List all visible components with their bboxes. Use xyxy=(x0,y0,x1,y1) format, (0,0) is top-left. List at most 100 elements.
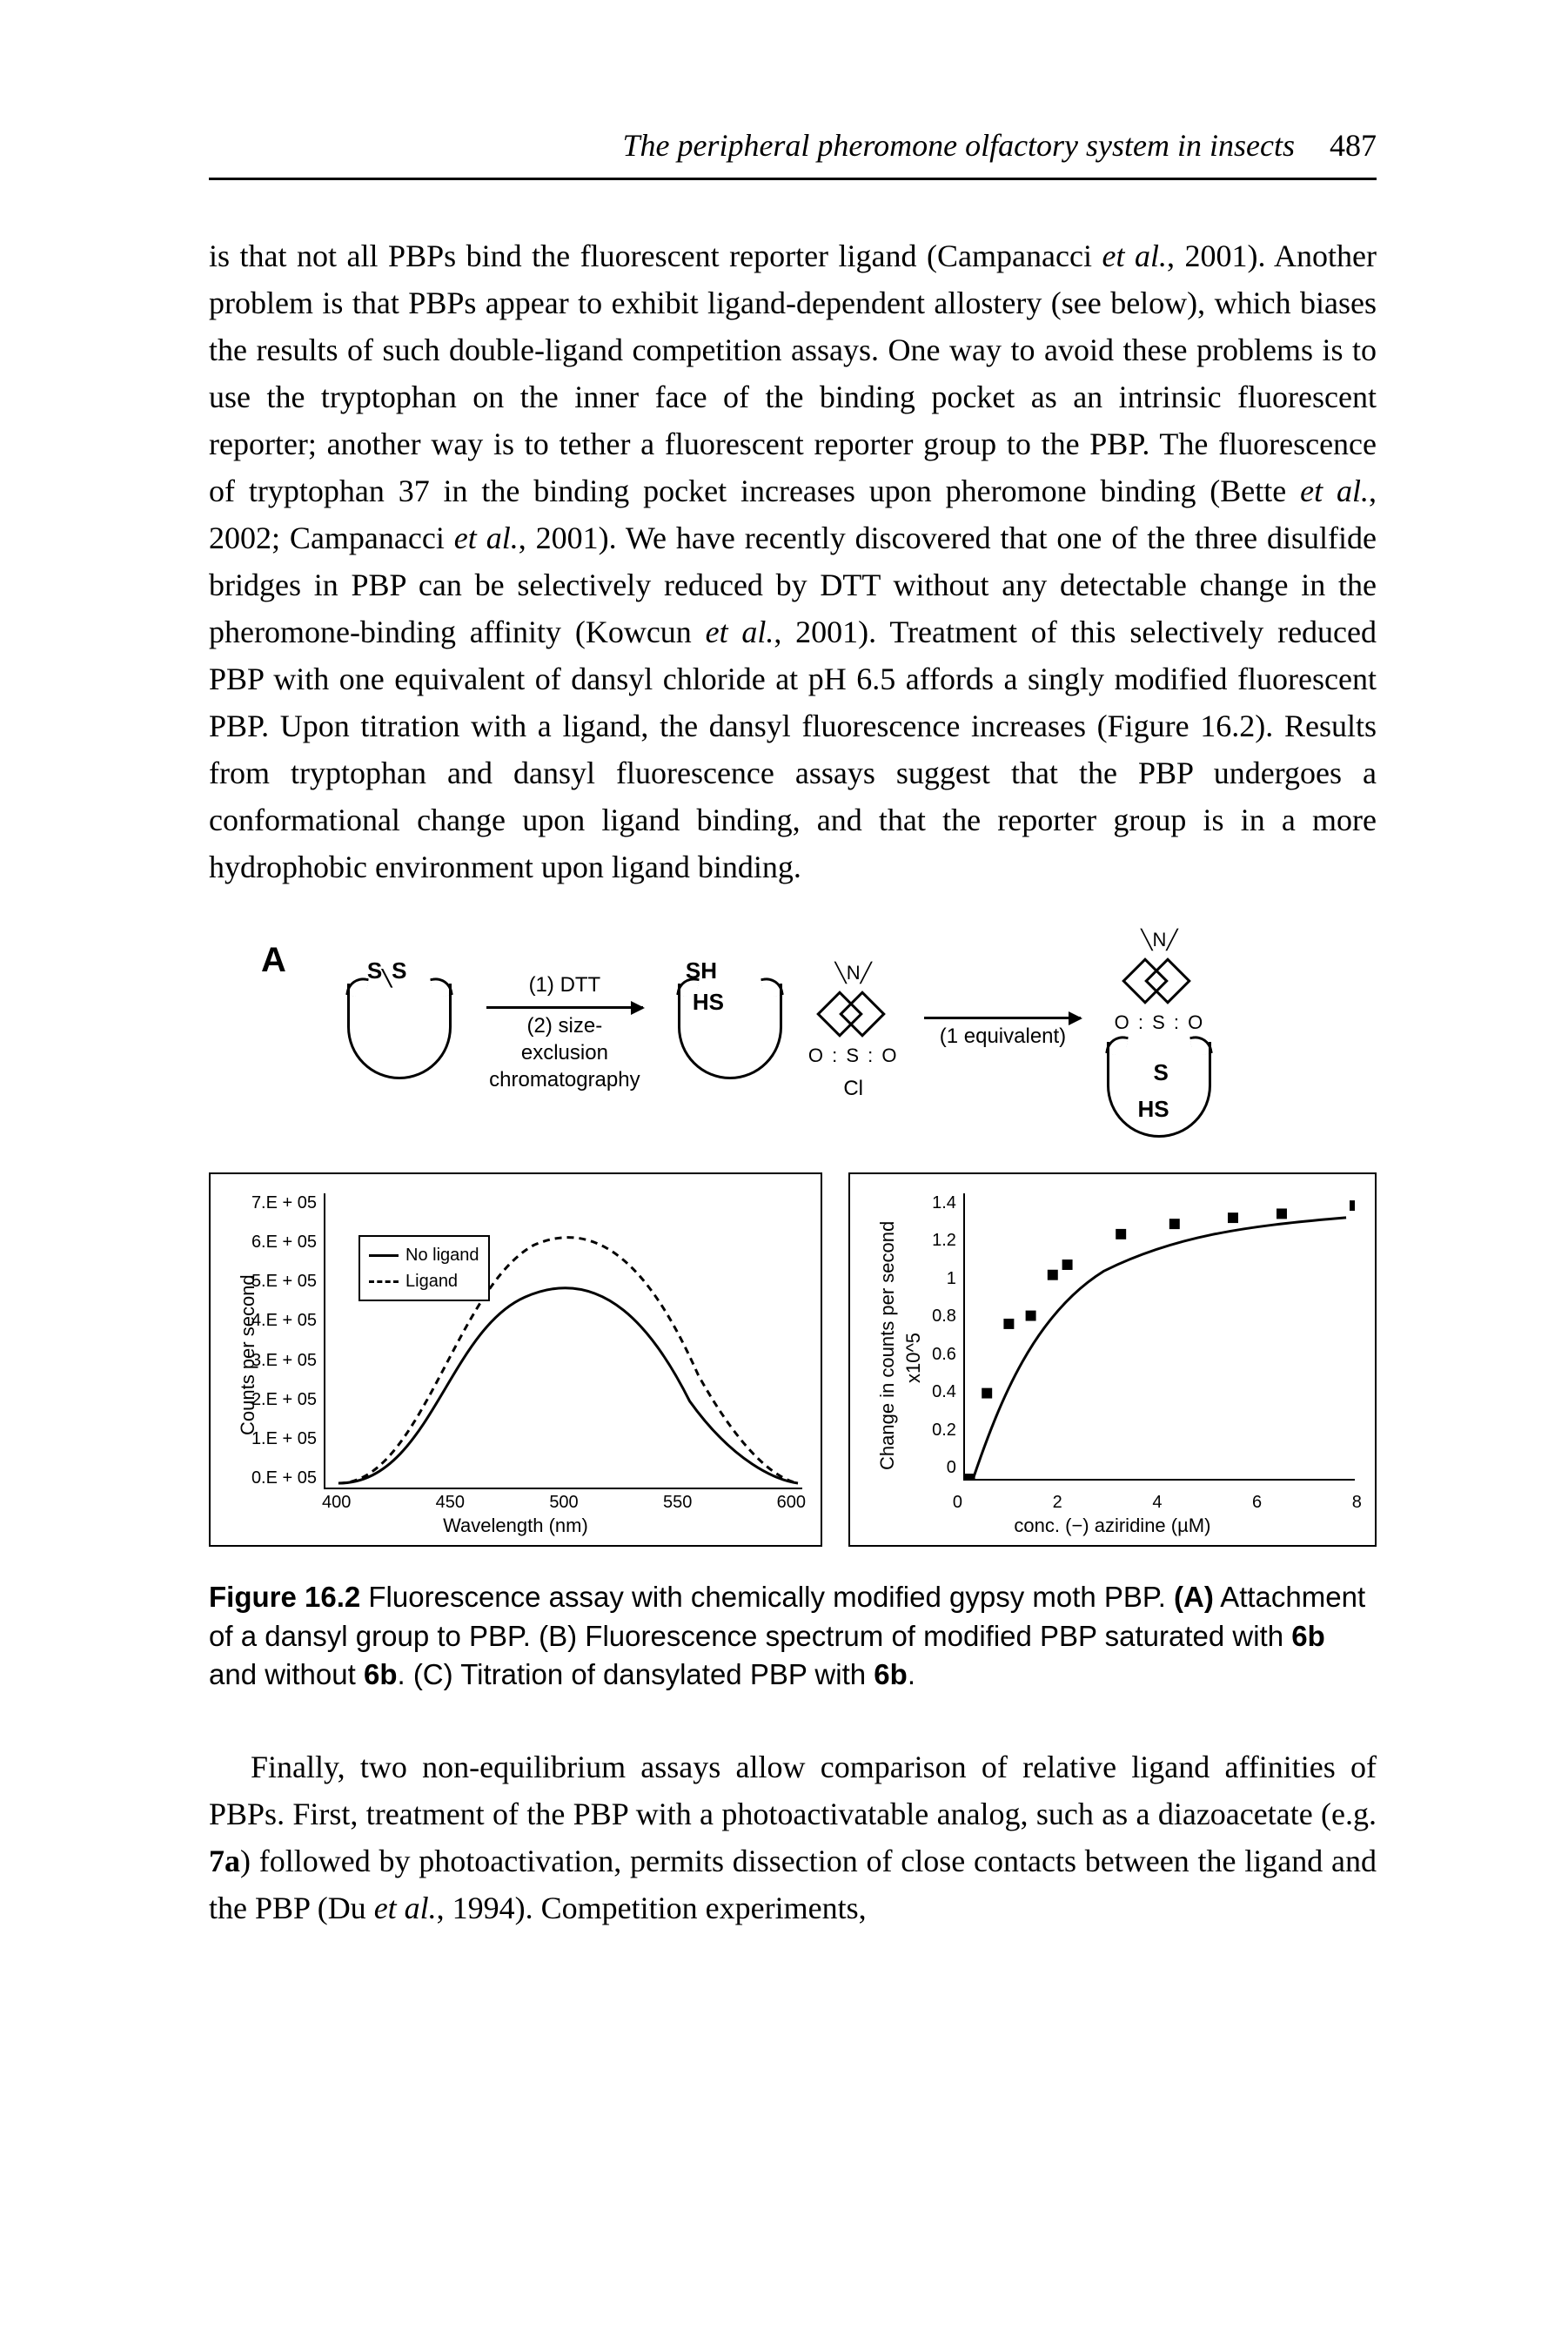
ytick: 7.E + 05 xyxy=(240,1190,317,1216)
text-italic: et al. xyxy=(1300,474,1369,508)
arrow-sub3: chromatography xyxy=(489,1068,640,1093)
running-header: The peripheral pheromone olfactory syste… xyxy=(209,122,1377,180)
oso-label: O : S : O xyxy=(808,1041,899,1070)
text-italic: et al. xyxy=(374,1891,437,1925)
arrow-dansyl: (1 equivalent) xyxy=(924,1013,1081,1050)
paragraph-2: Finally, two non-equilibrium assays allo… xyxy=(209,1743,1377,1931)
cl-label: Cl xyxy=(843,1073,863,1105)
panel-a-label: A xyxy=(261,934,286,986)
ytick: 1.E + 05 xyxy=(240,1426,317,1452)
ytick: 0.4 xyxy=(906,1379,956,1405)
scatter-points xyxy=(965,1200,1355,1479)
swatch-dash-icon xyxy=(369,1280,399,1283)
data-point xyxy=(1003,1319,1014,1329)
arrow-line-icon xyxy=(924,1017,1081,1019)
text-italic: et al. xyxy=(454,521,519,555)
arrow-label: (1) DTT xyxy=(529,970,601,1001)
caption-text: . xyxy=(908,1658,915,1690)
panel-a-scheme: A S╲S (1) DTT (2) size- exclusion chroma… xyxy=(209,925,1377,1172)
ytick: 1 xyxy=(906,1266,956,1292)
legend-label: Ligand xyxy=(405,1268,458,1294)
ytick: 4.E + 05 xyxy=(240,1307,317,1333)
caption-bold: 6b xyxy=(1291,1620,1325,1652)
legend-row: Ligand xyxy=(369,1268,479,1294)
caption-text: and without xyxy=(209,1658,364,1690)
ytick: 1.4 xyxy=(906,1190,956,1216)
s-label: S xyxy=(1153,1056,1168,1090)
caption-text: Fluorescence assay with chemically modif… xyxy=(360,1581,1174,1613)
ytick: 2.E + 05 xyxy=(240,1387,317,1413)
naphthalene-icon xyxy=(1129,957,1189,1004)
chart-c-svg xyxy=(965,1193,1355,1479)
ss-label: S╲S xyxy=(367,954,407,991)
arrow-sub1: (2) size- xyxy=(527,1014,603,1039)
naphthalene-icon xyxy=(823,991,884,1038)
data-point xyxy=(1277,1208,1287,1219)
text-bold: 7a xyxy=(209,1844,240,1878)
ytick: 0.6 xyxy=(906,1341,956,1367)
hs-tail-label: HS xyxy=(1137,1092,1169,1126)
data-point xyxy=(1228,1212,1238,1223)
text: Finally, two non-equilibrium assays allo… xyxy=(209,1750,1377,1831)
data-point xyxy=(1350,1200,1355,1211)
figure-caption: Figure 16.2 Fluorescence assay with chem… xyxy=(209,1578,1377,1695)
text-italic: et al. xyxy=(1102,238,1167,273)
ytick: 5.E + 05 xyxy=(240,1268,317,1294)
data-point xyxy=(1048,1270,1058,1280)
ytick: 0.2 xyxy=(906,1417,956,1443)
chart-b-xlabel: Wavelength (nm) xyxy=(443,1511,588,1540)
oso-label: O : S : O xyxy=(1115,1008,1205,1037)
caption-bold: 6b xyxy=(874,1658,908,1690)
swatch-solid-icon xyxy=(369,1254,399,1257)
xtick: 550 xyxy=(663,1489,692,1515)
ytick: 3.E + 05 xyxy=(240,1347,317,1374)
dansyl-group-icon: ╲N╱ O : S : O xyxy=(1115,925,1205,1037)
chart-c-yticks: 1.4 1.2 1 0.8 0.6 0.4 0.2 0 xyxy=(906,1190,956,1481)
fit-curve xyxy=(974,1218,1346,1477)
series-no-ligand xyxy=(338,1288,798,1483)
charts-row: Counts per second 7.E + 05 6.E + 05 5.E … xyxy=(209,1172,1377,1547)
data-point xyxy=(982,1388,992,1399)
chart-b-fluorescence: Counts per second 7.E + 05 6.E + 05 5.E … xyxy=(209,1172,822,1547)
pbp-modified-icon: S HS xyxy=(1107,1042,1211,1138)
dansylated-pbp-icon: ╲N╱ O : S : O S HS xyxy=(1107,925,1211,1138)
data-point xyxy=(965,1474,975,1479)
dansyl-chloride-icon: ╲N╱ O : S : O Cl xyxy=(808,958,899,1105)
arrow-dtt: (1) DTT (2) size- exclusion chromatograp… xyxy=(478,970,652,1092)
text: , 2001). Treatment of this selectively r… xyxy=(209,615,1377,884)
ytick: 0.E + 05 xyxy=(240,1465,317,1491)
text-italic: et al. xyxy=(706,615,774,649)
nme-label: ╲N╱ xyxy=(1141,925,1177,954)
ytick: 0.8 xyxy=(906,1303,956,1329)
ytick: 1.2 xyxy=(906,1227,956,1253)
paragraph-1: is that not all PBPs bind the fluorescen… xyxy=(209,232,1377,890)
caption-bold: (A) xyxy=(1174,1581,1214,1613)
pbp-reduced-icon: SH HS xyxy=(678,984,782,1079)
xtick: 600 xyxy=(777,1489,806,1515)
page-number: 487 xyxy=(1330,122,1377,169)
caption-text: . (C) Titration of dansylated PBP with xyxy=(397,1658,874,1690)
data-point xyxy=(1116,1229,1126,1239)
xtick: 6 xyxy=(1252,1489,1262,1515)
arrow-line-icon xyxy=(486,1006,643,1009)
xtick: 400 xyxy=(322,1489,351,1515)
sh-label: SH xyxy=(686,954,717,988)
text: is that not all PBPs bind the fluorescen… xyxy=(209,238,1102,273)
ytick: 6.E + 05 xyxy=(240,1229,317,1255)
text: , 2001). Another problem is that PBPs ap… xyxy=(209,238,1377,508)
figure-16-2: A S╲S (1) DTT (2) size- exclusion chroma… xyxy=(209,925,1377,1695)
chart-b-yticks: 7.E + 05 6.E + 05 5.E + 05 4.E + 05 3.E … xyxy=(240,1190,317,1491)
chart-c-xlabel: conc. (−) aziridine (µM) xyxy=(1014,1511,1210,1540)
chart-c-titration: Change in counts per second x10^5 1.4 1.… xyxy=(848,1172,1377,1547)
legend-label: No ligand xyxy=(405,1242,479,1268)
chart-b-legend: No ligand Ligand xyxy=(358,1235,490,1301)
ytick: 0 xyxy=(906,1454,956,1481)
xtick: 0 xyxy=(953,1489,962,1515)
xtick: 8 xyxy=(1352,1489,1362,1515)
arrow-sub2: exclusion xyxy=(521,1041,608,1066)
hs-label: HS xyxy=(693,985,724,1019)
arrow-sub: (1 equivalent) xyxy=(940,1024,1066,1050)
chart-c-plot xyxy=(963,1193,1355,1481)
running-title: The peripheral pheromone olfactory syste… xyxy=(622,122,1295,169)
caption-lead: Figure 16.2 xyxy=(209,1581,360,1613)
